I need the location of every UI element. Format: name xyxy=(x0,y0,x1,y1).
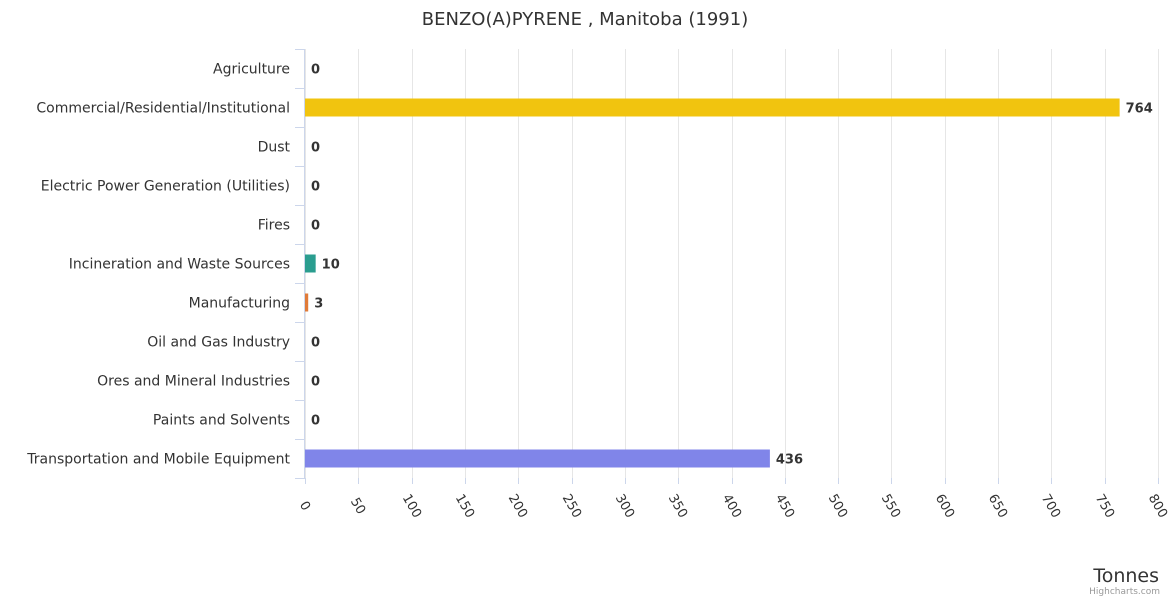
chart-title: BENZO(A)PYRENE , Manitoba (1991) xyxy=(422,9,748,30)
x-tick-label: 650 xyxy=(985,492,1010,521)
x-axis-title: Tonnes xyxy=(1092,565,1159,587)
category-label: Transportation and Mobile Equipment xyxy=(26,452,290,468)
data-labels: 0 764 0 0 0 10 3 0 0 0 436 xyxy=(311,63,1153,468)
bar-value-label: 436 xyxy=(776,453,803,468)
category-label: Agriculture xyxy=(213,62,290,78)
bar-value-label: 0 xyxy=(311,375,320,390)
x-tick-label: 100 xyxy=(399,492,424,521)
x-tick-label: 250 xyxy=(559,492,584,521)
bar-value-label: 0 xyxy=(311,63,320,78)
x-tick-label: 550 xyxy=(878,492,903,521)
bar[interactable] xyxy=(305,254,316,273)
x-tick-label: 800 xyxy=(1145,492,1170,521)
tick-labels: 0 50 100 150 200 250 300 350 400 450 500 550 600 650 7… xyxy=(296,492,1170,521)
category-label: Electric Power Generation (Utilities) xyxy=(41,179,290,195)
x-tick-label: 600 xyxy=(932,492,957,521)
category-label: Fires xyxy=(258,218,290,234)
x-tick-label: 200 xyxy=(505,492,530,521)
bar-value-label: 0 xyxy=(311,336,320,351)
x-tick-label: 350 xyxy=(665,492,690,521)
x-tick-label: 50 xyxy=(347,495,368,517)
category-label: Incineration and Waste Sources xyxy=(69,257,290,273)
bar[interactable] xyxy=(305,98,1120,117)
bar-value-label: 0 xyxy=(311,414,320,429)
x-tick-label: 750 xyxy=(1092,492,1117,521)
x-tick-label: 500 xyxy=(825,492,850,521)
bars xyxy=(305,98,1120,468)
bar-value-label: 10 xyxy=(322,258,340,273)
x-tick-label: 450 xyxy=(772,492,797,521)
bar-value-label: 0 xyxy=(311,180,320,195)
category-labels: Agriculture Commercial/Residential/Instit… xyxy=(26,62,290,468)
category-label: Ores and Mineral Industries xyxy=(97,374,290,390)
grid-lines xyxy=(305,49,1159,478)
bar-value-label: 764 xyxy=(1126,102,1153,117)
category-label: Commercial/Residential/Institutional xyxy=(36,101,290,117)
x-tick-label: 0 xyxy=(296,499,313,514)
bar[interactable] xyxy=(305,293,309,312)
bar[interactable] xyxy=(305,449,770,468)
x-tick-label: 700 xyxy=(1038,492,1063,521)
bar-value-label: 0 xyxy=(311,141,320,156)
x-tick-label: 300 xyxy=(612,492,637,521)
category-label: Oil and Gas Industry xyxy=(147,335,290,351)
category-label: Manufacturing xyxy=(189,296,290,312)
category-label: Paints and Solvents xyxy=(153,413,290,429)
bar-value-label: 3 xyxy=(314,297,323,312)
bar-value-label: 0 xyxy=(311,219,320,234)
category-label: Dust xyxy=(258,140,291,156)
x-tick-label: 150 xyxy=(452,492,477,521)
x-tick-label: 400 xyxy=(719,492,744,521)
credits-link[interactable]: Highcharts.com xyxy=(1089,587,1160,597)
axes xyxy=(295,49,1159,484)
